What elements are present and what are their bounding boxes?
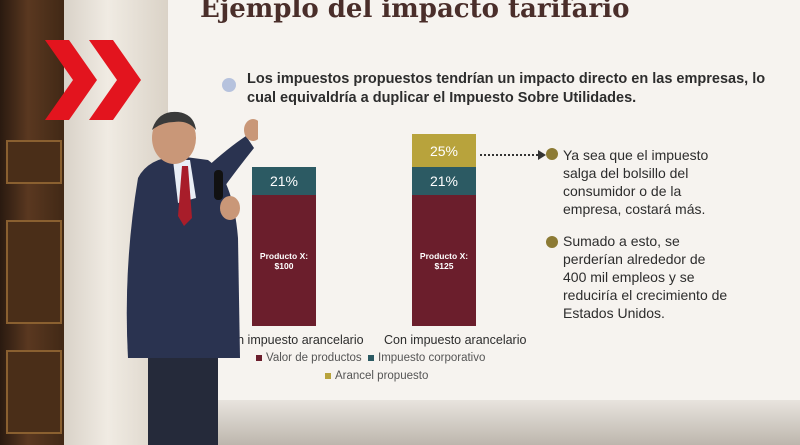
category-label: Con impuesto arancelario (384, 333, 527, 347)
category-label: Sin impuesto arancelario (226, 333, 364, 347)
bar-value-label: 25% (429, 142, 459, 159)
bar-product-value-2: Producto X: $125 (412, 195, 476, 326)
bar-product-label: Producto X: (259, 250, 309, 261)
slide-title: Ejemplo del impacto tarifario (200, 0, 630, 24)
wall-panel (6, 220, 62, 324)
point-bullet-icon (546, 236, 558, 248)
presenter (126, 111, 258, 445)
legend-item: Arancel propuesto (325, 370, 428, 382)
legend-label: Arancel propuesto (335, 370, 429, 382)
intro-text: Los impuestos propuestos tendrían un imp… (247, 71, 766, 106)
legend-label: Valor de productos (266, 352, 362, 364)
intro-bullet-icon (222, 78, 236, 92)
bar-product-value-1: Producto X: $100 (252, 195, 316, 326)
wall-panel (6, 140, 62, 184)
legend-swatch (256, 355, 262, 361)
point-bullet-icon (546, 148, 558, 160)
double-chevron-logo-icon (45, 40, 141, 120)
stage-floor (168, 400, 800, 445)
dotted-connector (480, 154, 542, 156)
legend-swatch (325, 373, 331, 379)
bar-corporate-tax-1: 21% (252, 167, 316, 195)
bar-product-price: $100 (274, 260, 294, 271)
legend-item: Valor de productos (256, 352, 362, 364)
bar-product-price: $125 (434, 260, 454, 271)
bar-value-label: 21% (429, 173, 459, 189)
legend-label: Impuesto corporativo (378, 352, 486, 364)
point-text: Ya sea que el impuesto salga del bolsill… (563, 147, 709, 217)
bar-corporate-tax-2: 21% (412, 167, 476, 195)
bar-value-label: 21% (269, 173, 299, 189)
bar-product-label: Producto X: (419, 250, 469, 261)
legend-swatch (368, 355, 374, 361)
point-text: Sumado a esto, se perderían alrededor de… (563, 233, 728, 321)
arrow-icon (538, 150, 546, 160)
wall-panel (6, 350, 62, 434)
legend-item: Impuesto corporativo (368, 352, 485, 364)
wooden-wall (0, 0, 70, 445)
bar-tariff-2: 25% (412, 134, 476, 167)
